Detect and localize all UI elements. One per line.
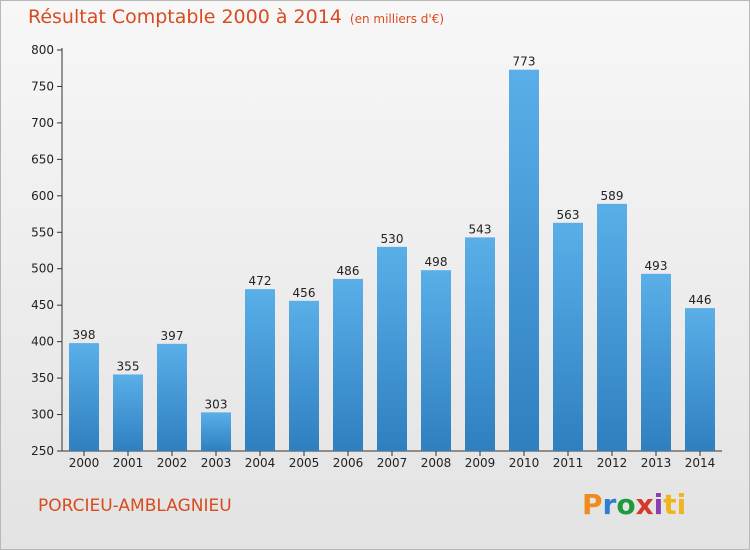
x-tick-label: 2003 (201, 456, 232, 470)
y-tick-label: 550 (31, 225, 54, 239)
bar (201, 412, 231, 451)
x-tick-label: 2005 (289, 456, 320, 470)
bar-value-label: 493 (645, 259, 668, 273)
commune-name: PORCIEU-AMBLAGNIEU (38, 496, 232, 516)
bar (377, 246, 407, 451)
y-tick-label: 500 (31, 262, 54, 276)
x-tick-label: 2002 (157, 456, 188, 470)
proxiti-logo: Proxiti (582, 488, 686, 521)
bar (289, 300, 319, 451)
x-tick-label: 2012 (597, 456, 628, 470)
bar-value-label: 486 (337, 264, 360, 278)
y-tick-label: 650 (31, 152, 54, 166)
x-tick-label: 2014 (685, 456, 716, 470)
bar (465, 237, 495, 451)
bar-value-label: 456 (293, 286, 316, 300)
bar-value-label: 773 (513, 55, 536, 69)
bar-value-label: 398 (73, 328, 96, 342)
y-tick-label: 450 (31, 298, 54, 312)
bar (333, 278, 363, 451)
logo-letter-ti: ti (663, 488, 687, 521)
bar-value-label: 530 (381, 232, 404, 246)
bar (509, 69, 539, 451)
x-tick-label: 2004 (245, 456, 276, 470)
bar-value-label: 303 (205, 397, 228, 411)
y-tick-label: 400 (31, 335, 54, 349)
bar-value-label: 589 (601, 189, 624, 203)
y-tick-label: 800 (31, 43, 54, 57)
y-tick-label: 350 (31, 371, 54, 385)
x-tick-label: 2007 (377, 456, 408, 470)
bar (113, 374, 143, 451)
x-tick-label: 2008 (421, 456, 452, 470)
logo-letter-p: P (582, 488, 603, 521)
logo-letter-o: o (616, 488, 636, 521)
bar-value-label: 563 (557, 208, 580, 222)
bar-value-label: 355 (117, 359, 140, 373)
bar (157, 343, 187, 451)
x-tick-label: 2001 (113, 456, 144, 470)
logo-letter-i: i (653, 488, 664, 521)
logo-letter-x: x (635, 488, 654, 521)
logo-letter-r: r (602, 488, 617, 521)
x-tick-label: 2013 (641, 456, 672, 470)
x-tick-label: 2000 (69, 456, 100, 470)
bar-value-label: 498 (425, 255, 448, 269)
y-tick-label: 750 (31, 79, 54, 93)
x-tick-label: 2011 (553, 456, 584, 470)
x-tick-label: 2010 (509, 456, 540, 470)
bar-value-label: 446 (689, 293, 712, 307)
chart-title-text: Résultat Comptable 2000 à 2014 (28, 6, 342, 28)
x-tick-label: 2009 (465, 456, 496, 470)
chart-title: Résultat Comptable 2000 à 2014 (en millie… (28, 6, 444, 28)
bar (553, 222, 583, 451)
bar (245, 289, 275, 451)
y-tick-label: 250 (31, 444, 54, 458)
bar (421, 270, 451, 451)
x-tick-label: 2006 (333, 456, 364, 470)
y-tick-label: 300 (31, 408, 54, 422)
bar (641, 273, 671, 451)
y-tick-label: 700 (31, 116, 54, 130)
bar-value-label: 397 (161, 329, 184, 343)
bar-value-label: 472 (249, 274, 272, 288)
chart-subtitle: (en milliers d'€) (349, 12, 445, 26)
bar (69, 343, 99, 451)
y-tick-label: 600 (31, 189, 54, 203)
bar (597, 203, 627, 451)
bar-value-label: 543 (469, 222, 492, 236)
bar (685, 308, 715, 451)
